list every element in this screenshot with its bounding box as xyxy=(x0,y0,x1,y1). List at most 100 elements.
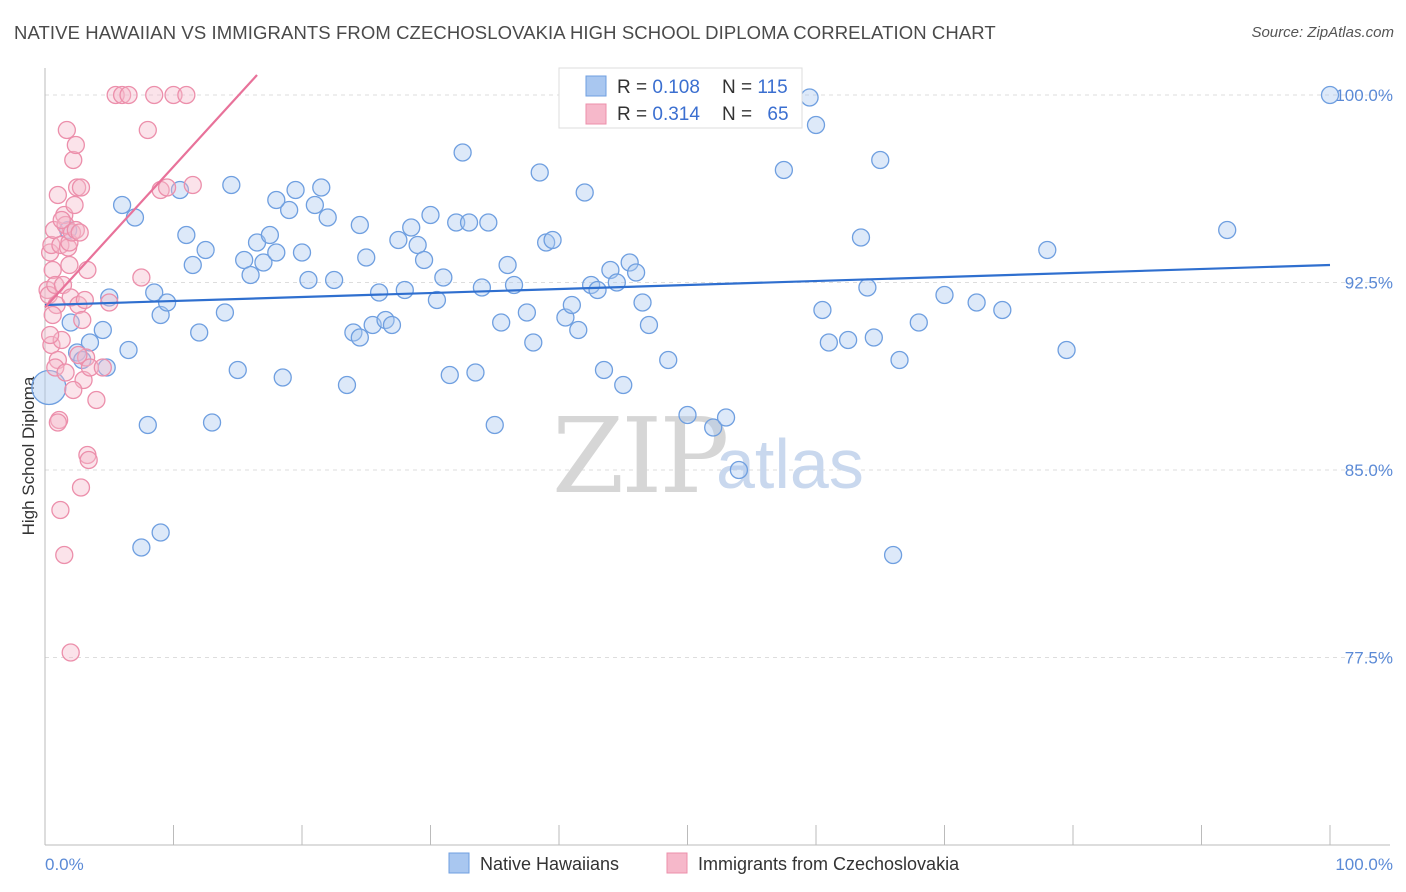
blue-point xyxy=(337,375,357,395)
blue-point xyxy=(228,360,247,380)
chart-title: NATIVE HAWAIIAN VS IMMIGRANTS FROM CZECH… xyxy=(14,22,996,43)
blue-point xyxy=(369,283,389,302)
blue-point xyxy=(659,350,678,370)
blue-point xyxy=(479,213,498,232)
pink-point xyxy=(177,85,196,105)
pink-point xyxy=(61,288,80,307)
watermark-zip: ZIP xyxy=(552,395,726,517)
blue-point xyxy=(305,195,325,215)
pink-point xyxy=(40,325,60,345)
blue-point xyxy=(639,315,659,335)
grid-lines xyxy=(45,94,1390,658)
blue-point xyxy=(286,180,305,200)
blue-point xyxy=(151,523,170,542)
legend-r-value-2: 0.314 xyxy=(652,104,700,125)
blue-point xyxy=(588,280,607,300)
source-label: Source: ZipAtlas.com xyxy=(1251,24,1394,41)
watermark-atlas: atlas xyxy=(716,425,864,503)
y-tick-label-1: 85.0% xyxy=(1345,461,1393,480)
blue-point xyxy=(273,368,292,387)
legend-n-value-2: 65 xyxy=(767,104,788,125)
pink-point xyxy=(48,185,67,205)
pink-point xyxy=(87,390,106,410)
blue-point xyxy=(350,215,369,235)
x-tick-labels: 0.0% 100.0% xyxy=(45,855,1393,874)
pink-point xyxy=(71,178,91,197)
blue-point xyxy=(492,313,511,332)
blue-point xyxy=(800,88,819,107)
blue-point xyxy=(633,293,652,312)
blue-point xyxy=(183,255,202,275)
legend-swatch-blue xyxy=(585,75,607,97)
blue-point xyxy=(447,213,466,232)
blue-point xyxy=(434,268,453,287)
pink-point xyxy=(52,330,71,350)
legend-n-label-2: N = xyxy=(722,104,757,125)
pink-point xyxy=(132,268,151,287)
blue-point xyxy=(177,225,196,245)
blue-point xyxy=(267,190,286,210)
blue-point xyxy=(267,243,286,262)
y-axis-label: High School Diploma xyxy=(19,376,38,535)
pink-point xyxy=(43,305,62,325)
blue-point xyxy=(260,225,280,245)
blue-point xyxy=(459,213,479,232)
pink-point xyxy=(69,345,88,365)
blue-point xyxy=(157,293,177,312)
blue-point xyxy=(132,538,151,557)
blue-point xyxy=(414,250,434,270)
blue-point xyxy=(562,295,581,315)
blue-point xyxy=(241,265,260,285)
blue-point xyxy=(967,293,986,312)
series-legend-swatch-blue xyxy=(448,852,470,874)
blue-point xyxy=(594,360,614,380)
blue-point xyxy=(704,418,723,437)
blue-point xyxy=(524,333,543,352)
x-tick-label-1: 100.0% xyxy=(1335,855,1393,874)
blue-point xyxy=(620,253,639,272)
blue-point xyxy=(215,303,235,322)
blue-point xyxy=(858,278,877,297)
blue-point xyxy=(883,545,903,565)
pink-point xyxy=(70,223,89,242)
series-legend-swatch-pink xyxy=(666,852,688,874)
pink-point xyxy=(52,210,71,230)
blue-point xyxy=(530,163,549,182)
blue-point xyxy=(819,333,838,352)
blue-point xyxy=(838,330,858,350)
pink-point xyxy=(64,150,83,170)
blue-point xyxy=(1057,340,1076,360)
pink-point xyxy=(48,413,67,432)
pink-point xyxy=(78,260,97,280)
pink-point xyxy=(43,260,62,280)
blue-point xyxy=(864,328,883,347)
pink-point xyxy=(64,380,83,400)
legend-r-value-1: 0.108 xyxy=(652,77,700,98)
pink-point xyxy=(112,85,132,105)
pink-point xyxy=(40,243,60,262)
blue-point xyxy=(614,375,633,395)
blue-point xyxy=(427,290,447,310)
blue-point xyxy=(466,363,485,382)
series-legend-label-blue: Native Hawaiians xyxy=(480,854,619,874)
blue-point xyxy=(190,323,209,342)
blue-point xyxy=(402,218,421,237)
blue-point xyxy=(626,263,646,282)
blue-point xyxy=(324,270,344,290)
blue-point xyxy=(813,300,832,320)
blue-point xyxy=(31,369,67,406)
svg-text:N = 115: N = 115 xyxy=(722,77,788,98)
blue-point xyxy=(569,320,588,340)
blue-point xyxy=(729,460,749,480)
blue-point xyxy=(196,240,215,260)
blue-point xyxy=(806,115,826,135)
blue-point xyxy=(453,143,472,162)
blue-point xyxy=(472,278,492,297)
axes xyxy=(44,68,1390,846)
blue-point xyxy=(851,228,871,247)
blue-point xyxy=(935,285,954,305)
blue-point xyxy=(909,313,928,332)
pink-point xyxy=(145,85,164,105)
pink-point xyxy=(73,310,92,330)
blue-point xyxy=(138,415,157,435)
